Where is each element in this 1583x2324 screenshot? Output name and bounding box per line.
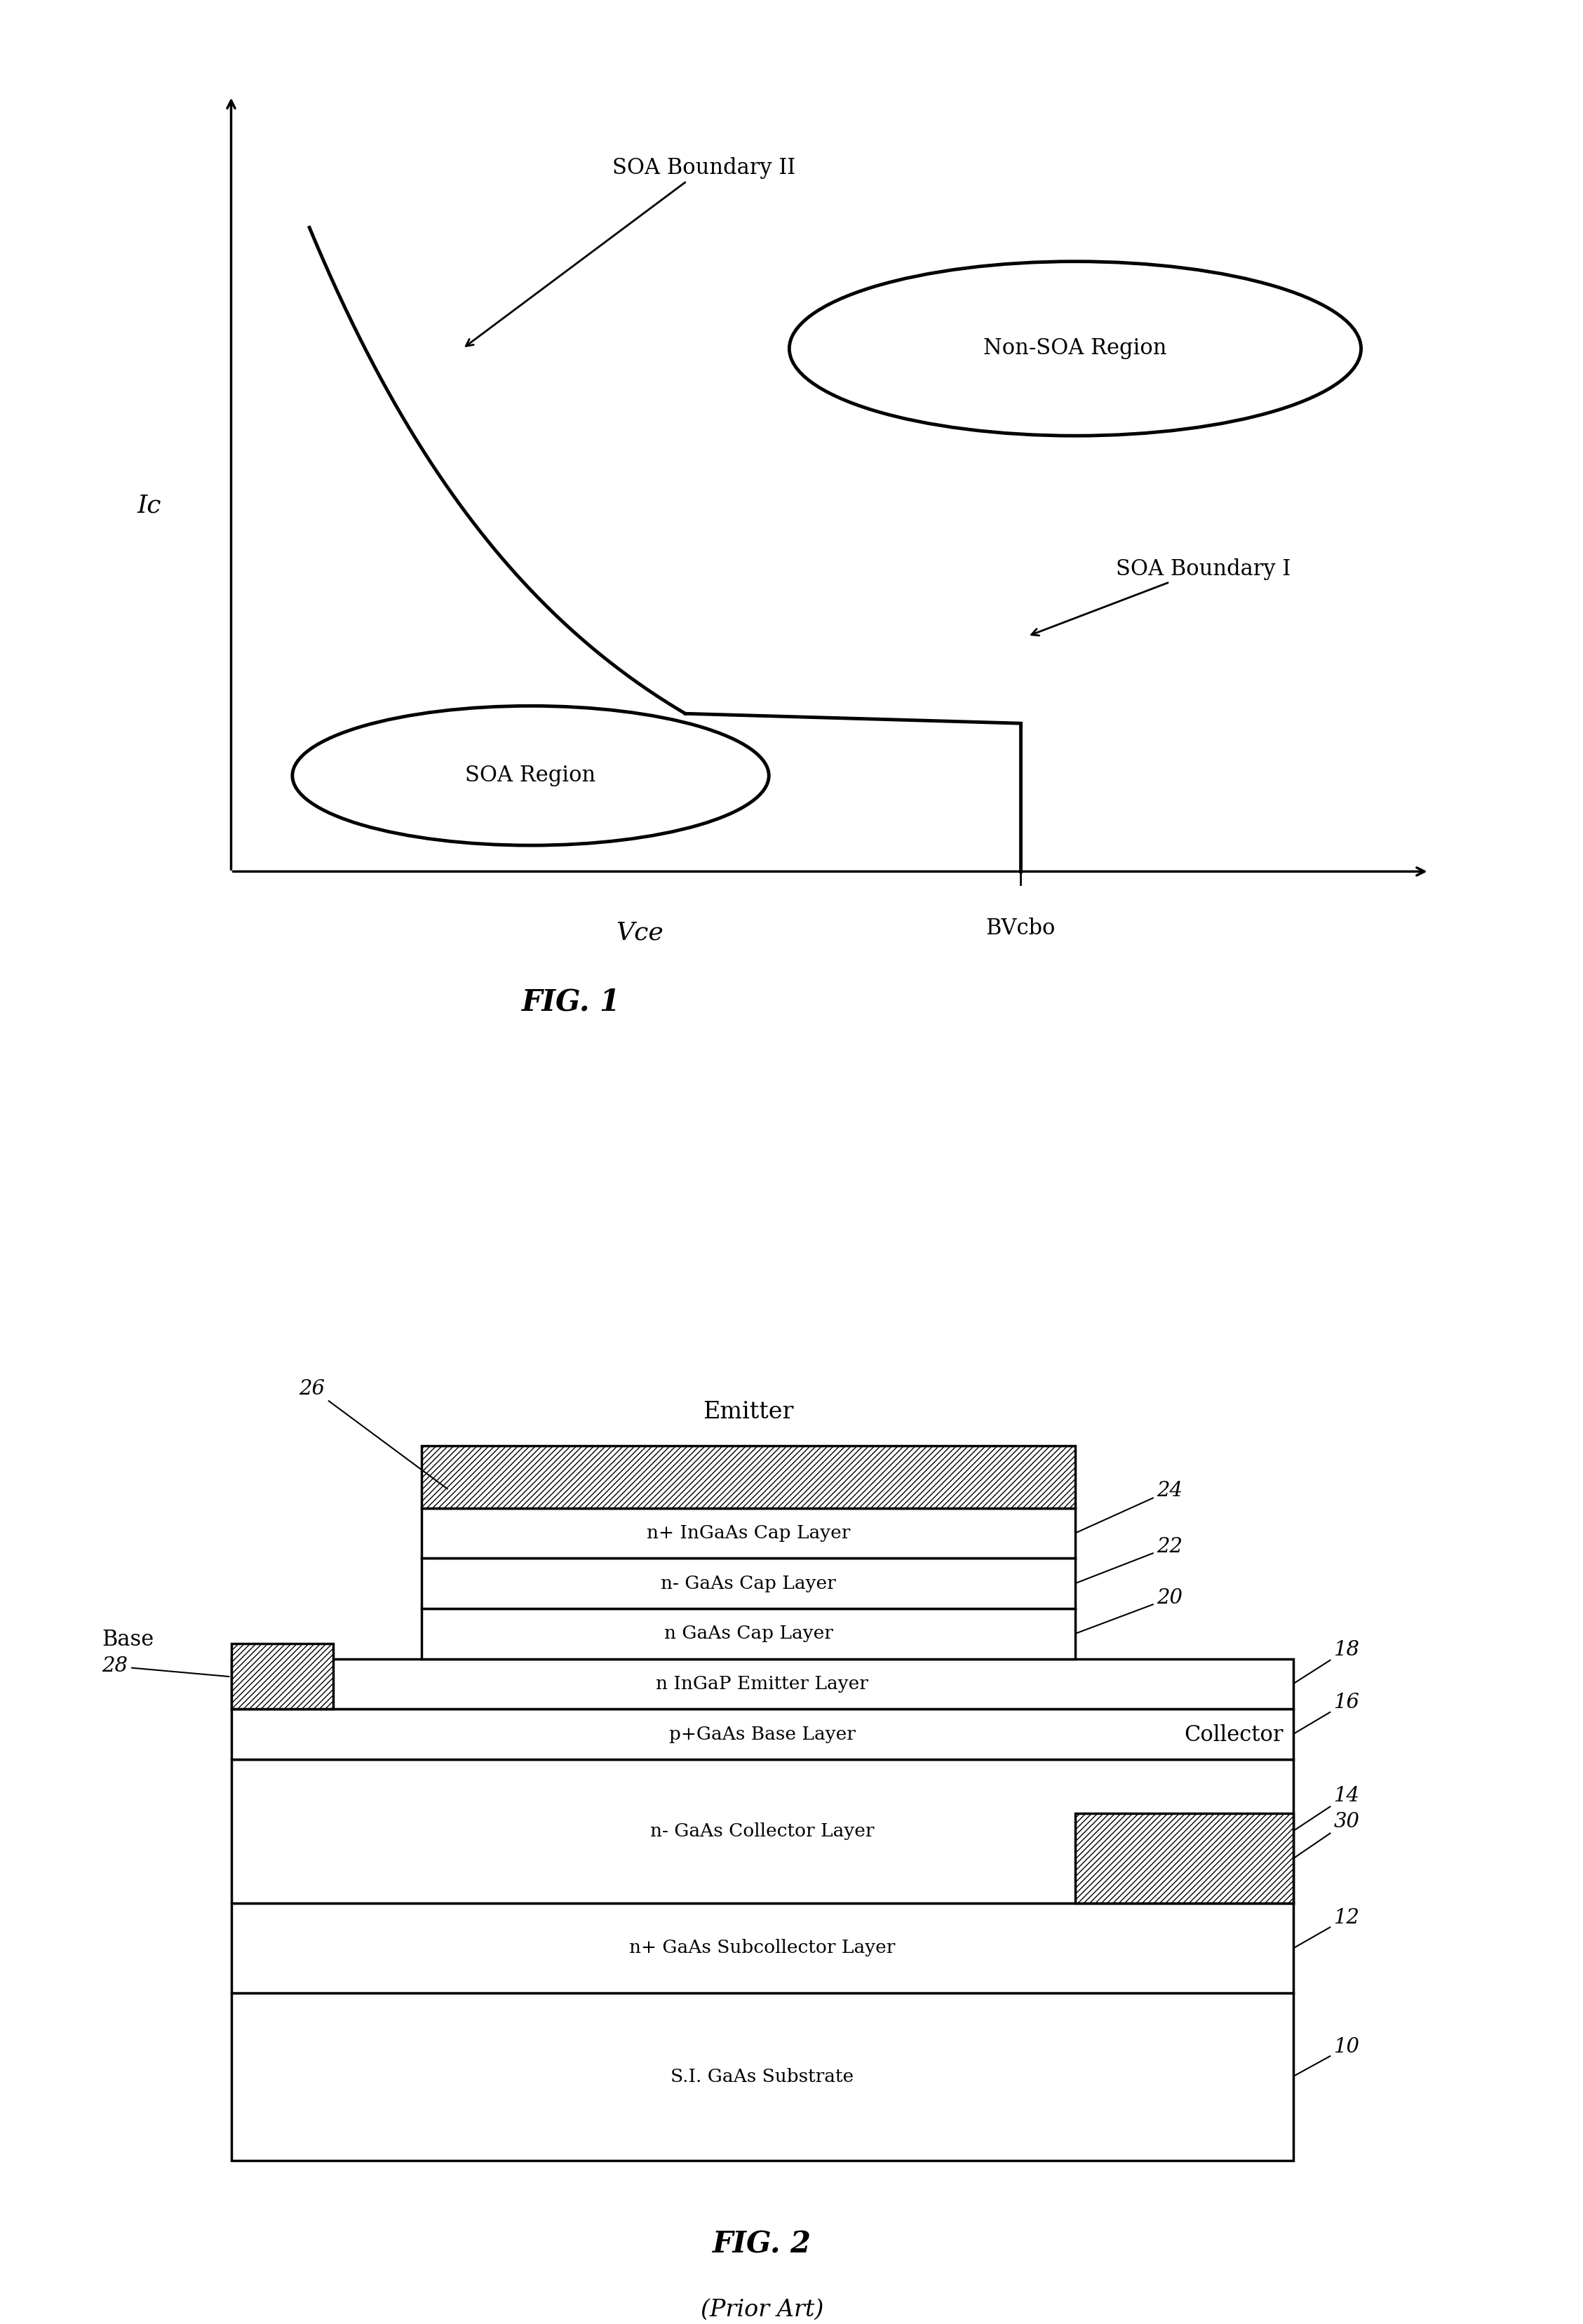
Text: (Prior Art): (Prior Art)	[701, 2298, 823, 2322]
Bar	[231, 1903, 1293, 1992]
Text: n+ InGaAs Cap Layer: n+ InGaAs Cap Layer	[646, 1525, 850, 1541]
Text: Ic: Ic	[138, 493, 161, 518]
Text: Collector: Collector	[1184, 1724, 1284, 1745]
Text: n+ GaAs Subcollector Layer: n+ GaAs Subcollector Layer	[628, 1938, 894, 1957]
Text: 14: 14	[1295, 1785, 1360, 1829]
Text: n GaAs Cap Layer: n GaAs Cap Layer	[663, 1624, 833, 1643]
Bar	[421, 1559, 1075, 1608]
Text: 12: 12	[1295, 1908, 1360, 1948]
Text: n- GaAs Collector Layer: n- GaAs Collector Layer	[651, 1822, 874, 1841]
Bar	[421, 1508, 1075, 1559]
Text: S.I. GaAs Substrate: S.I. GaAs Substrate	[671, 2068, 853, 2085]
Text: FIG. 2: FIG. 2	[712, 2229, 812, 2259]
Text: n InGaP Emitter Layer: n InGaP Emitter Layer	[655, 1676, 867, 1692]
Text: 28: 28	[101, 1657, 230, 1676]
Text: p+GaAs Base Layer: p+GaAs Base Layer	[668, 1724, 855, 1743]
Text: Emitter: Emitter	[703, 1401, 793, 1425]
Bar	[231, 1643, 332, 1708]
Text: 26: 26	[299, 1378, 448, 1490]
Text: 10: 10	[1295, 2038, 1360, 2075]
Text: SOA Boundary II: SOA Boundary II	[465, 158, 795, 346]
Text: BVcbo: BVcbo	[986, 918, 1056, 939]
Bar	[421, 1446, 1075, 1508]
Text: Vce: Vce	[616, 920, 663, 944]
Text: 30: 30	[1295, 1813, 1360, 1857]
Bar	[231, 1759, 1293, 1903]
Text: SOA Region: SOA Region	[465, 765, 595, 786]
Text: 24: 24	[1076, 1480, 1183, 1532]
Bar	[421, 1608, 1075, 1659]
Text: FIG. 1: FIG. 1	[522, 988, 621, 1018]
Bar	[231, 1992, 1293, 2161]
Bar	[1075, 1813, 1293, 1903]
Text: Base: Base	[101, 1629, 154, 1650]
Text: n- GaAs Cap Layer: n- GaAs Cap Layer	[660, 1576, 836, 1592]
Text: SOA Boundary I: SOA Boundary I	[1032, 558, 1290, 634]
Text: Non-SOA Region: Non-SOA Region	[983, 337, 1167, 360]
Text: 22: 22	[1076, 1536, 1183, 1583]
Text: 16: 16	[1295, 1692, 1360, 1734]
Bar	[231, 1708, 1293, 1759]
Bar	[231, 1659, 1293, 1708]
Text: 18: 18	[1295, 1641, 1360, 1683]
Text: 20: 20	[1076, 1587, 1183, 1634]
